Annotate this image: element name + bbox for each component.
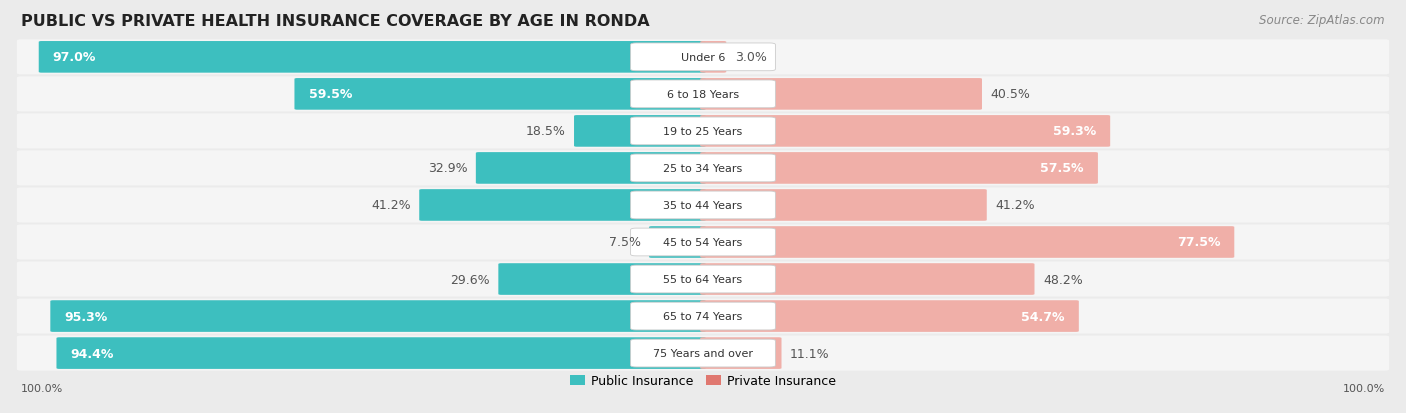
FancyBboxPatch shape (17, 336, 1389, 371)
Text: 11.1%: 11.1% (790, 347, 830, 360)
FancyBboxPatch shape (630, 81, 776, 109)
FancyBboxPatch shape (650, 227, 706, 258)
FancyBboxPatch shape (17, 77, 1389, 112)
FancyBboxPatch shape (700, 301, 1078, 332)
Text: 59.5%: 59.5% (308, 88, 352, 101)
FancyBboxPatch shape (700, 263, 1035, 295)
Text: 59.3%: 59.3% (1053, 125, 1097, 138)
Text: 29.6%: 29.6% (450, 273, 489, 286)
Text: 65 to 74 Years: 65 to 74 Years (664, 311, 742, 321)
Text: Source: ZipAtlas.com: Source: ZipAtlas.com (1260, 14, 1385, 27)
FancyBboxPatch shape (294, 79, 706, 110)
Text: 45 to 54 Years: 45 to 54 Years (664, 237, 742, 247)
FancyBboxPatch shape (630, 339, 776, 367)
Text: 57.5%: 57.5% (1040, 162, 1084, 175)
FancyBboxPatch shape (630, 228, 776, 256)
FancyBboxPatch shape (630, 192, 776, 219)
Text: 77.5%: 77.5% (1177, 236, 1220, 249)
FancyBboxPatch shape (630, 118, 776, 145)
Legend: Public Insurance, Private Insurance: Public Insurance, Private Insurance (565, 369, 841, 392)
Text: 48.2%: 48.2% (1043, 273, 1083, 286)
FancyBboxPatch shape (419, 190, 706, 221)
FancyBboxPatch shape (498, 263, 706, 295)
Text: 55 to 64 Years: 55 to 64 Years (664, 274, 742, 284)
Text: Under 6: Under 6 (681, 53, 725, 63)
Text: 7.5%: 7.5% (609, 236, 641, 249)
Text: 25 to 34 Years: 25 to 34 Years (664, 164, 742, 173)
Text: 32.9%: 32.9% (427, 162, 467, 175)
Text: 18.5%: 18.5% (526, 125, 565, 138)
FancyBboxPatch shape (700, 116, 1111, 147)
Text: 94.4%: 94.4% (70, 347, 114, 360)
FancyBboxPatch shape (700, 227, 1234, 258)
FancyBboxPatch shape (17, 40, 1389, 75)
Text: 3.0%: 3.0% (735, 51, 766, 64)
Text: 100.0%: 100.0% (21, 383, 63, 393)
FancyBboxPatch shape (700, 153, 1098, 184)
FancyBboxPatch shape (630, 44, 776, 71)
FancyBboxPatch shape (475, 153, 706, 184)
Text: 41.2%: 41.2% (995, 199, 1035, 212)
FancyBboxPatch shape (17, 299, 1389, 334)
Text: 75 Years and over: 75 Years and over (652, 348, 754, 358)
FancyBboxPatch shape (56, 337, 706, 369)
FancyBboxPatch shape (39, 42, 706, 74)
Text: 100.0%: 100.0% (1343, 383, 1385, 393)
FancyBboxPatch shape (700, 337, 782, 369)
Text: 95.3%: 95.3% (65, 310, 108, 323)
Text: PUBLIC VS PRIVATE HEALTH INSURANCE COVERAGE BY AGE IN RONDA: PUBLIC VS PRIVATE HEALTH INSURANCE COVER… (21, 14, 650, 29)
Text: 6 to 18 Years: 6 to 18 Years (666, 90, 740, 100)
FancyBboxPatch shape (630, 266, 776, 293)
Text: 41.2%: 41.2% (371, 199, 411, 212)
FancyBboxPatch shape (700, 190, 987, 221)
Text: 40.5%: 40.5% (990, 88, 1031, 101)
FancyBboxPatch shape (17, 225, 1389, 260)
FancyBboxPatch shape (574, 116, 706, 147)
Text: 35 to 44 Years: 35 to 44 Years (664, 200, 742, 211)
FancyBboxPatch shape (630, 302, 776, 330)
Text: 19 to 25 Years: 19 to 25 Years (664, 127, 742, 137)
FancyBboxPatch shape (17, 114, 1389, 149)
FancyBboxPatch shape (51, 301, 706, 332)
FancyBboxPatch shape (17, 262, 1389, 297)
Text: 97.0%: 97.0% (53, 51, 96, 64)
FancyBboxPatch shape (630, 155, 776, 183)
FancyBboxPatch shape (700, 79, 981, 110)
Text: 54.7%: 54.7% (1021, 310, 1064, 323)
FancyBboxPatch shape (700, 42, 727, 74)
FancyBboxPatch shape (17, 188, 1389, 223)
FancyBboxPatch shape (17, 151, 1389, 186)
